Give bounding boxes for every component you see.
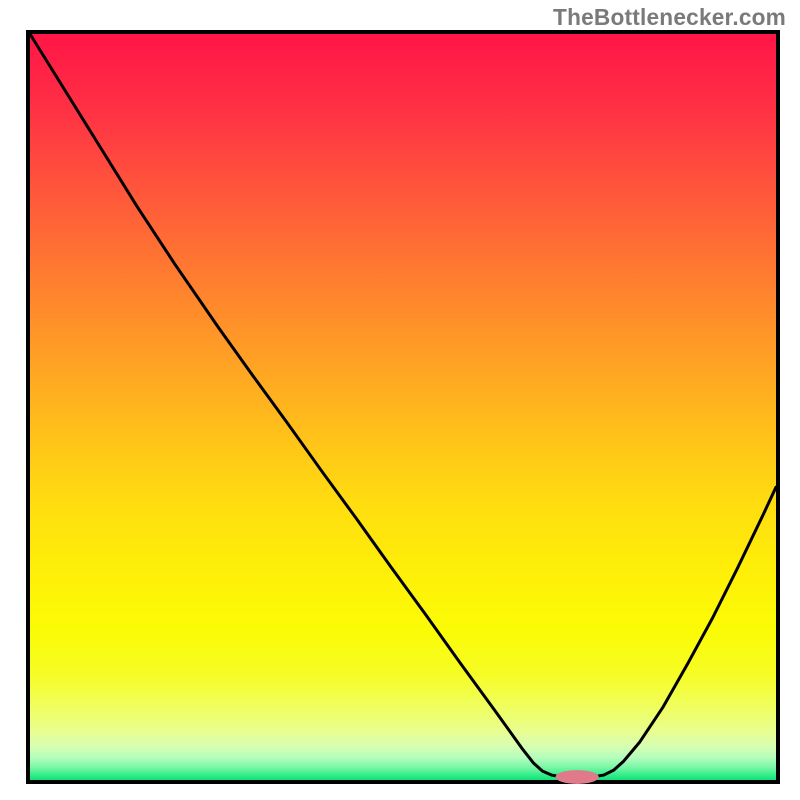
optimal-marker [555,770,599,784]
plot-background [30,34,776,780]
chart-container: TheBottlenecker.com [0,0,800,800]
plot-svg [0,0,800,800]
